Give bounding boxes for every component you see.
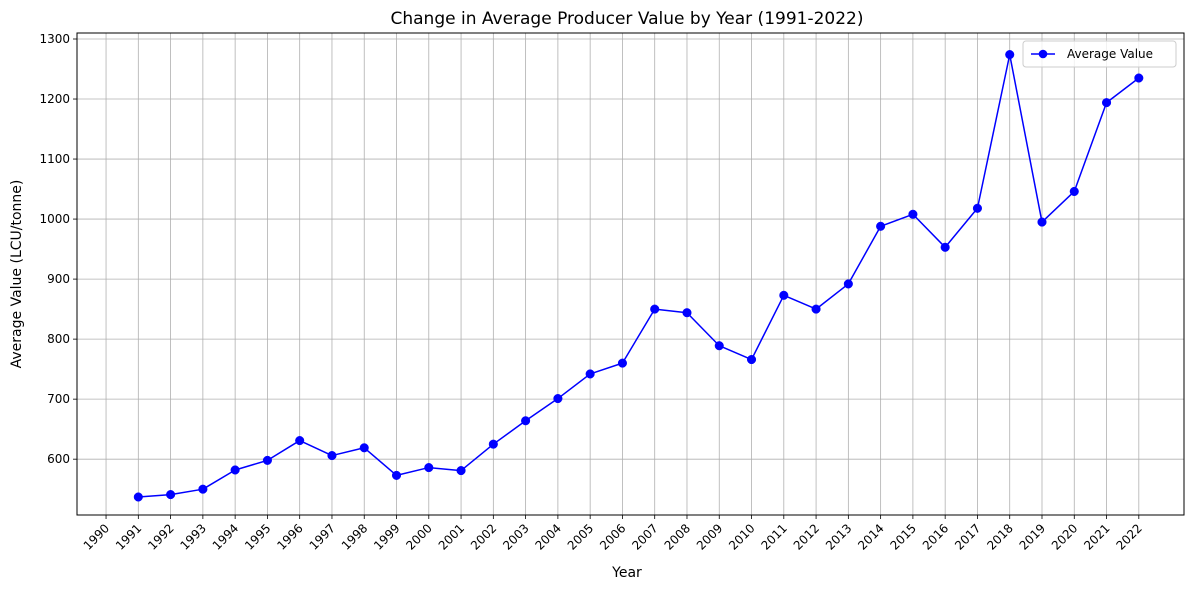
data-point [133, 492, 143, 502]
data-point [391, 470, 402, 480]
y-tick-label: 1200 [39, 92, 70, 106]
legend-marker-swatch [1038, 49, 1048, 59]
data-point [908, 209, 918, 219]
data-point [682, 308, 692, 318]
data-point [1101, 98, 1112, 108]
data-point [940, 242, 950, 252]
y-tick-label: 1100 [39, 152, 70, 166]
grid [77, 33, 1184, 515]
y-axis: 600 700 800 900 1000 1100 1200 1300 [39, 32, 77, 466]
legend: Average Value [1022, 40, 1177, 68]
data-point [811, 304, 821, 314]
y-tick-label: 800 [47, 332, 70, 346]
y-tick-label: 1000 [39, 212, 70, 226]
data-point [714, 341, 724, 351]
plot-frame [76, 32, 1185, 516]
y-tick-label: 900 [47, 272, 70, 286]
series-line [138, 53, 1140, 498]
data-point [456, 466, 466, 476]
data-point [359, 443, 369, 453]
data-point [198, 484, 208, 494]
x-axis-title: Year [611, 565, 642, 581]
data-point [617, 358, 627, 368]
data-point [1134, 73, 1144, 83]
data-point [230, 465, 240, 475]
data-point [876, 221, 886, 231]
y-tick-label: 600 [47, 452, 70, 466]
data-point [779, 290, 789, 300]
legend-label: Average Value [1067, 47, 1153, 61]
data-point [166, 490, 176, 500]
data-point [1037, 217, 1047, 227]
legend-box [1022, 40, 1177, 68]
series-layer [133, 50, 1144, 502]
y-axis-title: Average Value (LCU/tonne) [9, 180, 25, 369]
data-point [1069, 186, 1079, 197]
data-point [521, 416, 531, 426]
data-point [843, 279, 853, 289]
data-point [488, 439, 498, 449]
y-tick-label: 1300 [39, 32, 70, 46]
data-point [746, 354, 757, 365]
data-point [553, 394, 563, 404]
chart-title: Change in Average Producer Value by Year… [390, 9, 863, 29]
data-point [424, 463, 434, 473]
y-tick-label: 700 [47, 392, 70, 406]
data-point [972, 203, 982, 213]
data-point [327, 451, 337, 461]
data-point [262, 455, 272, 465]
data-point [1005, 50, 1015, 60]
data-point [650, 304, 660, 314]
data-point [585, 369, 595, 379]
data-point [295, 436, 305, 446]
